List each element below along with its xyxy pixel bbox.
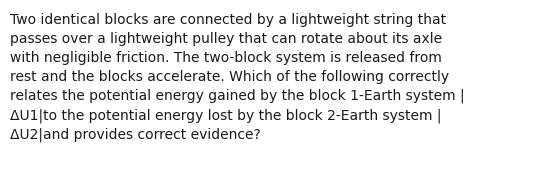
Text: Two identical blocks are connected by a lightweight string that
passes over a li: Two identical blocks are connected by a … <box>10 13 465 142</box>
